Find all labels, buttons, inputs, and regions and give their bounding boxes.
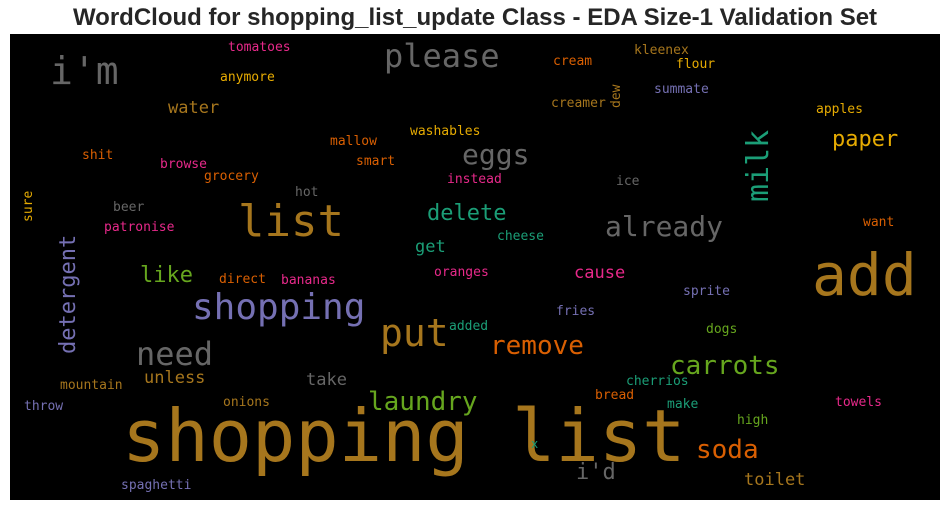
word-want: want xyxy=(863,215,895,230)
word-sprite: sprite xyxy=(683,284,730,299)
word-added: added xyxy=(449,319,489,334)
word-delete: delete xyxy=(427,201,507,226)
word-unless: unless xyxy=(144,368,206,388)
word-need: need xyxy=(136,335,214,373)
word-cheese: cheese xyxy=(497,229,544,244)
word-mallow: mallow xyxy=(330,134,377,149)
word-direct: direct xyxy=(219,272,266,287)
word-high: high xyxy=(737,413,769,428)
word-washables: washables xyxy=(410,124,481,139)
word-patronise: patronise xyxy=(104,220,175,235)
word-take: take xyxy=(306,370,347,390)
word-dew: dew xyxy=(609,84,624,109)
word-kleenex: kleenex xyxy=(634,43,689,58)
word-carrots: carrots xyxy=(670,351,780,381)
word-towels: towels xyxy=(835,395,882,410)
word-remove: remove xyxy=(490,331,584,361)
word-shopping: shopping xyxy=(192,287,366,328)
word-get: get xyxy=(415,237,446,257)
word-shit: shit xyxy=(82,148,114,163)
word-hot: hot xyxy=(295,185,319,200)
word-fries: fries xyxy=(556,304,596,319)
word-apples: apples xyxy=(816,102,863,117)
word-paper: paper xyxy=(832,127,899,152)
word-onions: onions xyxy=(223,395,270,410)
word-bread: bread xyxy=(595,388,635,403)
word-laundry: laundry xyxy=(368,387,478,417)
word-creamer: creamer xyxy=(551,96,606,111)
word-throw: throw xyxy=(24,399,64,414)
word-grocery: grocery xyxy=(204,169,259,184)
word-ice: ice xyxy=(616,174,640,189)
word-milk: milk xyxy=(741,130,776,203)
word-smart: smart xyxy=(356,154,396,169)
word-dogs: dogs xyxy=(706,322,738,337)
word-eggs: eggs xyxy=(462,138,530,171)
chart-title: WordCloud for shopping_list_update Class… xyxy=(72,4,878,31)
word-cherrios: cherrios xyxy=(626,374,689,389)
word-spaghetti: spaghetti xyxy=(121,478,192,493)
word-summate: summate xyxy=(654,82,709,97)
word-instead: instead xyxy=(447,172,502,187)
word-list: list xyxy=(238,196,344,247)
word-soda: soda xyxy=(696,435,759,465)
word-add: add xyxy=(812,241,917,309)
word-browse: browse xyxy=(160,157,207,172)
wordcloud-canvas: shopping list add list shopping i'm put need pl… xyxy=(10,34,940,500)
word-beer: beer xyxy=(113,200,145,215)
word-cause: cause xyxy=(574,263,626,283)
word-oranges: oranges xyxy=(434,265,489,280)
word-water: water xyxy=(168,98,220,118)
word-already: already xyxy=(605,210,724,243)
word-mountain: mountain xyxy=(60,378,123,393)
word-anymore: anymore xyxy=(220,70,275,85)
word-x: x xyxy=(531,437,539,451)
word-make: make xyxy=(667,397,699,412)
word-put: put xyxy=(380,311,449,355)
word-shopping-list: shopping list xyxy=(122,394,686,478)
word-i-m: i'm xyxy=(50,49,119,93)
word-flour: flour xyxy=(676,57,716,72)
word-toilet: toilet xyxy=(744,470,806,490)
word-please: please xyxy=(384,37,500,75)
word-sure: sure xyxy=(21,190,36,223)
word-i-d: i'd xyxy=(576,460,616,485)
word-cream: cream xyxy=(553,54,593,69)
word-detergent: detergent xyxy=(56,234,81,354)
word-like: like xyxy=(140,263,193,288)
word-bananas: bananas xyxy=(281,273,336,288)
word-tomatoes: tomatoes xyxy=(228,40,291,55)
